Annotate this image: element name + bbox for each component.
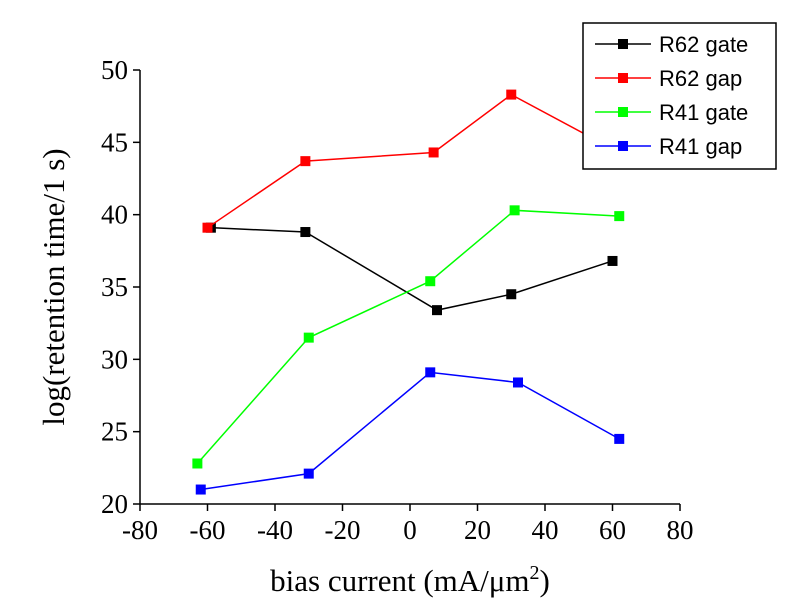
x-tick-label: 40 [532,515,559,545]
y-axis-title: log(retention time/1 s) [36,148,71,425]
data-point-r41-gap [513,377,523,388]
legend-label: R41 gap [659,134,742,159]
data-point-r41-gate [425,276,436,287]
x-tick-label: -80 [122,515,158,545]
y-tick-label: 25 [101,417,128,447]
data-point-r62-gate [506,289,517,300]
y-tick-label: 45 [101,127,128,157]
data-point-r62-gate [607,255,618,266]
data-point-r41-gate [192,458,203,469]
legend-item-r62-gap: R62 gap [595,66,742,91]
y-tick-label: 40 [101,200,128,230]
data-point-r62-gap [202,222,213,233]
legend-marker [618,73,628,83]
x-axis-title: bias current (mA/μm2) [270,562,550,598]
data-point-r62-gap [300,156,311,167]
x-tick-label: -40 [257,515,293,545]
legend-marker [618,107,628,117]
x-tick-label: 60 [599,515,626,545]
legend-item-r41-gap: R41 gap [595,134,742,159]
series-r41-gate [192,205,625,469]
legend: R62 gate R62 gap R41 gate R41 gap [582,22,777,170]
y-tick-label: 20 [101,489,128,519]
data-point-r41-gap [303,468,314,479]
data-point-r41-gap [195,484,206,495]
legend-marker [618,141,628,151]
legend-item-r62-gate: R62 gate [595,32,748,57]
y-tick-label: 30 [101,344,128,374]
x-tick-label: -20 [325,515,361,545]
data-point-r41-gate [303,332,314,343]
legend-box [582,22,777,170]
data-point-r62-gap [506,89,517,100]
legend-label: R62 gap [659,66,742,91]
legend-marker [618,39,628,49]
y-tick-label: 50 [101,55,128,85]
data-point-r62-gap [428,147,439,158]
x-tick-label: -60 [190,515,226,545]
x-tick-label: 0 [403,515,417,545]
data-point-r41-gate [614,211,625,222]
legend-label: R41 gate [659,100,748,125]
data-point-r62-gate [432,305,442,316]
data-point-r41-gate [509,205,520,216]
legend-item-r41-gate: R41 gate [595,100,748,125]
data-point-r41-gap [614,433,625,444]
x-tick-label: 80 [667,515,694,545]
series-r41-gap [195,367,625,495]
y-tick-label: 35 [101,272,128,302]
data-point-r62-gate [300,227,311,238]
legend-label: R62 gate [659,32,748,57]
data-point-r41-gap [425,367,436,378]
x-tick-label: 20 [464,515,491,545]
